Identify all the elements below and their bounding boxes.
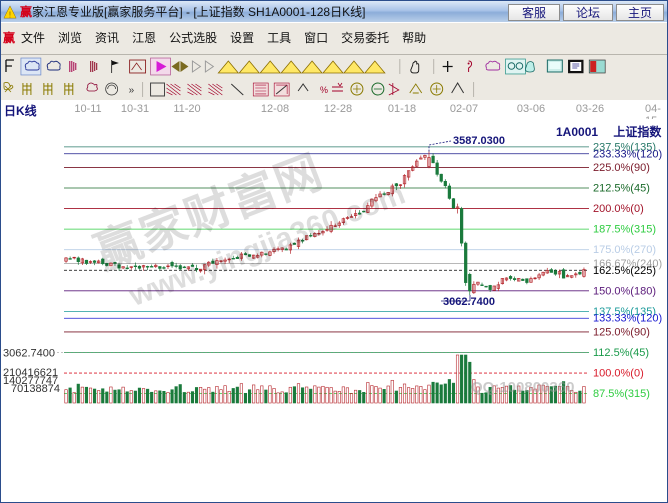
svg-text:125.0%(90): 125.0%(90)	[593, 326, 650, 338]
svg-text:!: !	[9, 10, 11, 19]
svg-text:133.33%(120): 133.33%(120)	[593, 313, 662, 325]
svg-text:100.0%(0): 100.0%(0)	[593, 368, 644, 380]
svg-text:87.5%(315): 87.5%(315)	[593, 388, 650, 400]
svg-text:3587.0300: 3587.0300	[453, 135, 505, 147]
svg-text:233.33%(120): 233.33%(120)	[593, 148, 662, 160]
svg-text:162.5%(225): 162.5%(225)	[593, 265, 656, 277]
svg-text:112.5%(45): 112.5%(45)	[593, 347, 649, 359]
svg-text:»: »	[129, 84, 135, 95]
svg-text:150.0%(180): 150.0%(180)	[593, 285, 656, 297]
svg-text:200.0%(0): 200.0%(0)	[593, 203, 644, 215]
svg-text:225.0%(90): 225.0%(90)	[593, 162, 650, 174]
svg-text:187.5%(315): 187.5%(315)	[593, 224, 656, 236]
svg-text:70138874: 70138874	[11, 383, 60, 395]
svg-text:3062.7400: 3062.7400	[443, 296, 495, 308]
svg-text:%: %	[320, 84, 328, 94]
svg-text:3062.7400: 3062.7400	[3, 348, 55, 360]
svg-text:212.5%(45): 212.5%(45)	[593, 183, 650, 195]
svg-text:175.0%(270): 175.0%(270)	[593, 244, 656, 256]
